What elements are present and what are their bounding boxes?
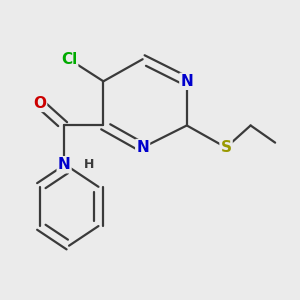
- Text: N: N: [180, 74, 193, 89]
- Text: N: N: [136, 140, 149, 155]
- Text: S: S: [220, 140, 232, 155]
- Text: Cl: Cl: [61, 52, 77, 67]
- Text: N: N: [58, 157, 70, 172]
- Text: O: O: [33, 96, 46, 111]
- Text: H: H: [83, 158, 94, 171]
